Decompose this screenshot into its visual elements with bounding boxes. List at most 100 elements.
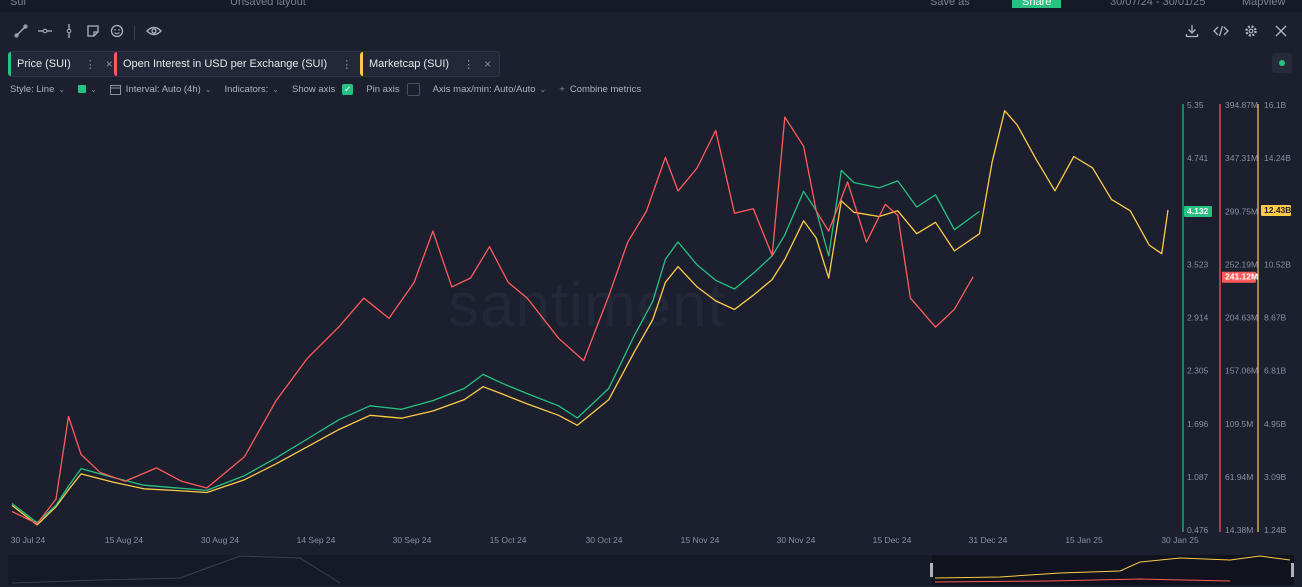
pin-axis-label: Pin axis [366, 83, 400, 95]
open-interest-current-value-label: 241.12M [1225, 272, 1258, 282]
x-tick-label: 30 Oct 24 [586, 535, 623, 545]
horizontal-line-icon[interactable] [36, 24, 54, 42]
remove-metric-icon[interactable]: × [105, 57, 113, 71]
axis-maxmin-dropdown[interactable]: Axis max/min: Auto/Auto ⌄ [433, 84, 547, 95]
x-tick-label: 30 Sep 24 [393, 535, 432, 545]
open-interest-color-marker [114, 52, 117, 76]
color-picker[interactable]: ⌄ [78, 85, 97, 94]
marketcap-tick-label: 1.24B [1264, 525, 1287, 535]
eye-icon[interactable] [145, 24, 163, 42]
price-tick-label: 3.523 [1187, 259, 1209, 269]
x-tick-label: 30 Aug 24 [201, 535, 240, 545]
calendar-icon [109, 84, 121, 95]
embed-code-icon[interactable] [1212, 24, 1230, 42]
marketcap-tick-label: 6.81B [1264, 366, 1287, 376]
emoji-icon[interactable] [108, 24, 126, 42]
toolbar-divider [134, 26, 135, 40]
color-swatch [78, 85, 87, 93]
navigator-left-handle [930, 563, 933, 577]
top-header-strip: Sui Unsaved layout Save as Share 30/07/2… [0, 0, 1302, 12]
tab-marketcap-label: Marketcap (SUI) [369, 58, 450, 70]
checkbox-checked-icon[interactable]: ✓ [342, 83, 354, 95]
marketcap-tick-label: 14.24B [1264, 153, 1291, 163]
layout-name[interactable]: Unsaved layout [230, 0, 306, 8]
more-options-icon[interactable]: ⋮ [341, 58, 353, 71]
show-axis-toggle[interactable]: Show axis ✓ [292, 83, 354, 95]
view-selector[interactable]: Mapview [1242, 0, 1286, 8]
open-interest-tick-label: 347.31M [1225, 153, 1258, 163]
x-tick-label: 31 Dec 24 [969, 535, 1008, 545]
x-tick-label: 14 Sep 24 [297, 535, 336, 545]
chevron-down-icon: ⌄ [539, 84, 547, 94]
navigator-history-line [11, 555, 341, 584]
price-tick-label: 1.696 [1187, 419, 1209, 429]
axis-maxmin-label: Axis max/min: Auto/Auto [432, 83, 536, 95]
interval-dropdown[interactable]: Interval: Auto (4h) ⌄ [109, 83, 212, 95]
tab-marketcap[interactable]: Marketcap (SUI) ⋮ × [360, 51, 501, 77]
chevron-down-icon: ⌄ [90, 84, 97, 94]
download-icon[interactable] [1183, 24, 1201, 42]
checkbox-unchecked-icon[interactable] [406, 82, 420, 96]
x-tick-label: 15 Oct 24 [490, 535, 527, 545]
combine-metrics-button[interactable]: + Combine metrics [559, 84, 641, 95]
navigator-marketcap-line [934, 555, 1291, 579]
vertical-line-icon[interactable] [60, 24, 78, 42]
navigator-right-handle [1291, 563, 1294, 577]
marketcap-series-line [11, 110, 1169, 526]
live-indicator-button[interactable] [1272, 53, 1292, 73]
x-tick-label: 30 Jul 24 [11, 535, 46, 545]
price-current-value-badge [1184, 206, 1212, 217]
tab-open-interest[interactable]: Open Interest in USD per Exchange (SUI) … [114, 51, 379, 77]
more-options-icon[interactable]: ⋮ [84, 58, 96, 71]
line-tool-icon[interactable] [12, 24, 30, 42]
navigator-open-interest-line [934, 578, 1231, 583]
chart-options-bar: Style: Line ⌄ ⌄ Interval: Auto (4h) ⌄ Indi… [10, 82, 654, 96]
price-tick-label: 5.35 [1187, 100, 1204, 110]
x-tick-label: 15 Aug 24 [105, 535, 144, 545]
settings-icon[interactable] [1242, 24, 1260, 42]
marketcap-tick-label: 3.09B [1264, 472, 1287, 482]
indicators-label: Indicators: [224, 83, 269, 95]
watermark: santiment [448, 271, 726, 340]
indicators-dropdown[interactable]: Indicators: ⌄ [224, 84, 279, 95]
asset-selector[interactable]: Sui [10, 0, 26, 8]
open-interest-tick-label: 299.75M [1225, 206, 1258, 216]
save-as-button[interactable]: Save as [930, 0, 970, 8]
combine-metrics-label: Combine metrics [569, 83, 642, 95]
close-icon[interactable] [1272, 24, 1290, 42]
plus-icon: + [559, 83, 565, 95]
marketcap-tick-label: 10.52B [1264, 259, 1291, 269]
price-tick-label: 1.087 [1187, 472, 1209, 482]
price-tick-label: 2.914 [1187, 313, 1209, 323]
open-interest-series-line [11, 116, 974, 525]
date-range[interactable]: 30/07/24 - 30/01/25 [1110, 0, 1206, 8]
open-interest-tick-label: 109.5M [1225, 419, 1253, 429]
x-tick-label: 15 Dec 24 [873, 535, 912, 545]
tab-open-interest-label: Open Interest in USD per Exchange (SUI) [123, 58, 328, 70]
pin-axis-toggle[interactable]: Pin axis [366, 82, 420, 96]
navigator-selection [932, 555, 1294, 585]
marketcap-color-marker [360, 52, 363, 76]
x-tick-label: 15 Nov 24 [681, 535, 720, 545]
open-interest-tick-label: 204.63M [1225, 313, 1258, 323]
marketcap-tick-label: 16.1B [1264, 100, 1287, 110]
marketcap-current-value-badge [1261, 205, 1291, 216]
x-tick-label: 15 Jan 25 [1065, 535, 1103, 545]
chevron-down-icon: ⌄ [272, 84, 279, 94]
price-tick-label: 4.741 [1187, 153, 1209, 163]
tab-price[interactable]: Price (SUI) ⋮ × [8, 51, 122, 77]
remove-metric-icon[interactable]: × [484, 57, 492, 71]
style-dropdown[interactable]: Style: Line ⌄ [10, 84, 65, 95]
note-icon[interactable] [84, 24, 102, 42]
price-current-value-label: 4.132 [1187, 206, 1209, 216]
open-interest-tick-label: 61.94M [1225, 472, 1253, 482]
chevron-down-icon: ⌄ [204, 84, 212, 94]
open-interest-tick-label: 157.06M [1225, 366, 1258, 376]
open-interest-tick-label: 394.87M [1225, 100, 1258, 110]
tab-price-label: Price (SUI) [17, 58, 71, 70]
interval-label: Interval: Auto (4h) [125, 83, 201, 95]
share-button[interactable]: Share [1012, 0, 1062, 8]
price-tick-label: 0.476 [1187, 525, 1209, 535]
more-options-icon[interactable]: ⋮ [463, 58, 475, 71]
